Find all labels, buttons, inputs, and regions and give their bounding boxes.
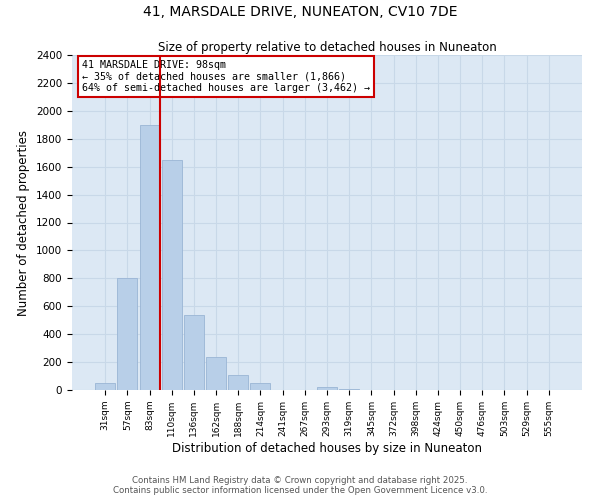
Text: Contains HM Land Registry data © Crown copyright and database right 2025.
Contai: Contains HM Land Registry data © Crown c… — [113, 476, 487, 495]
Bar — [250, 383, 271, 390]
Bar — [118, 278, 137, 390]
Bar — [162, 160, 182, 390]
Bar — [206, 357, 226, 390]
Title: Size of property relative to detached houses in Nuneaton: Size of property relative to detached ho… — [158, 41, 496, 54]
Text: 41, MARSDALE DRIVE, NUNEATON, CV10 7DE: 41, MARSDALE DRIVE, NUNEATON, CV10 7DE — [143, 5, 457, 19]
Bar — [339, 388, 359, 390]
Y-axis label: Number of detached properties: Number of detached properties — [17, 130, 31, 316]
Bar — [140, 125, 160, 390]
Text: 41 MARSDALE DRIVE: 98sqm
← 35% of detached houses are smaller (1,866)
64% of sem: 41 MARSDALE DRIVE: 98sqm ← 35% of detach… — [82, 60, 370, 93]
Bar — [184, 314, 204, 390]
Bar — [95, 383, 115, 390]
X-axis label: Distribution of detached houses by size in Nuneaton: Distribution of detached houses by size … — [172, 442, 482, 454]
Bar — [228, 374, 248, 390]
Bar — [317, 386, 337, 390]
